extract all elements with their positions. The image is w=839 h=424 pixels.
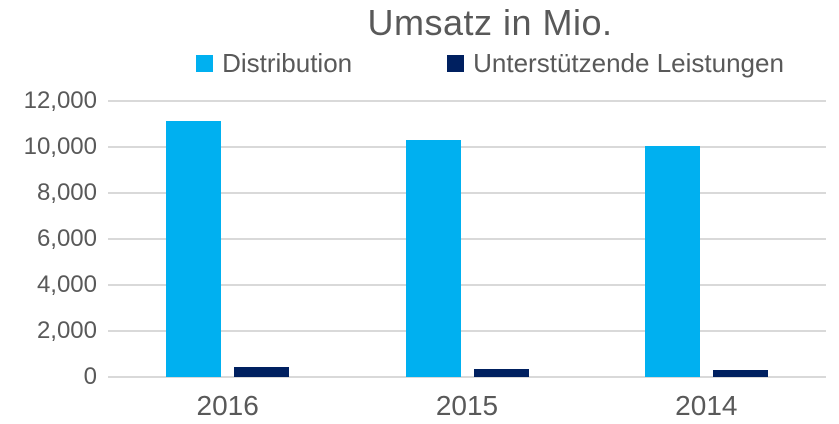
legend-swatch-distribution [196,55,214,72]
gridline-8000 [108,192,826,194]
bar-unterst-tzende-leistungen-2014 [712,369,768,377]
y-axis-tick-label: 0 [83,363,97,390]
bar-distribution-2016 [166,120,222,377]
bar-unterst-tzende-leistungen-2015 [473,368,529,377]
y-axis-tick-label: 10,000 [23,133,97,160]
chart-legend: Distribution Unterstützende Leistungen [141,48,839,79]
y-axis-tick-label: 2,000 [36,317,97,344]
y-axis-tick-label: 4,000 [36,271,97,298]
gridline-6000 [108,238,826,240]
bar-distribution-2014 [644,145,700,377]
legend-label-distribution: Distribution [222,48,353,78]
gridline-12000 [108,100,826,102]
legend-item-unterstuetzende-leistungen: Unterstützende Leistungen [447,48,784,79]
legend-swatch-unterstuetzende-leistungen [447,55,465,72]
bar-unterst-tzende-leistungen-2016 [234,367,290,377]
x-axis-label-2015: 2015 [435,390,499,421]
legend-label-unterstuetzende-leistungen: Unterstützende Leistungen [473,48,784,78]
bar-distribution-2015 [405,140,461,377]
gridline-2000 [108,330,826,332]
x-axis-label-2014: 2014 [675,390,738,421]
y-axis-tick-label: 12,000 [23,87,97,114]
chart-title: Umsatz in Mio. [367,2,613,43]
gridline-0 [108,376,826,378]
legend-item-distribution: Distribution [196,48,352,79]
y-axis-tick-label: 8,000 [36,179,97,206]
y-axis-tick-label: 6,000 [36,225,97,252]
gridline-4000 [108,284,826,286]
x-axis-label-2016: 2016 [196,390,259,421]
gridline-10000 [108,146,826,148]
